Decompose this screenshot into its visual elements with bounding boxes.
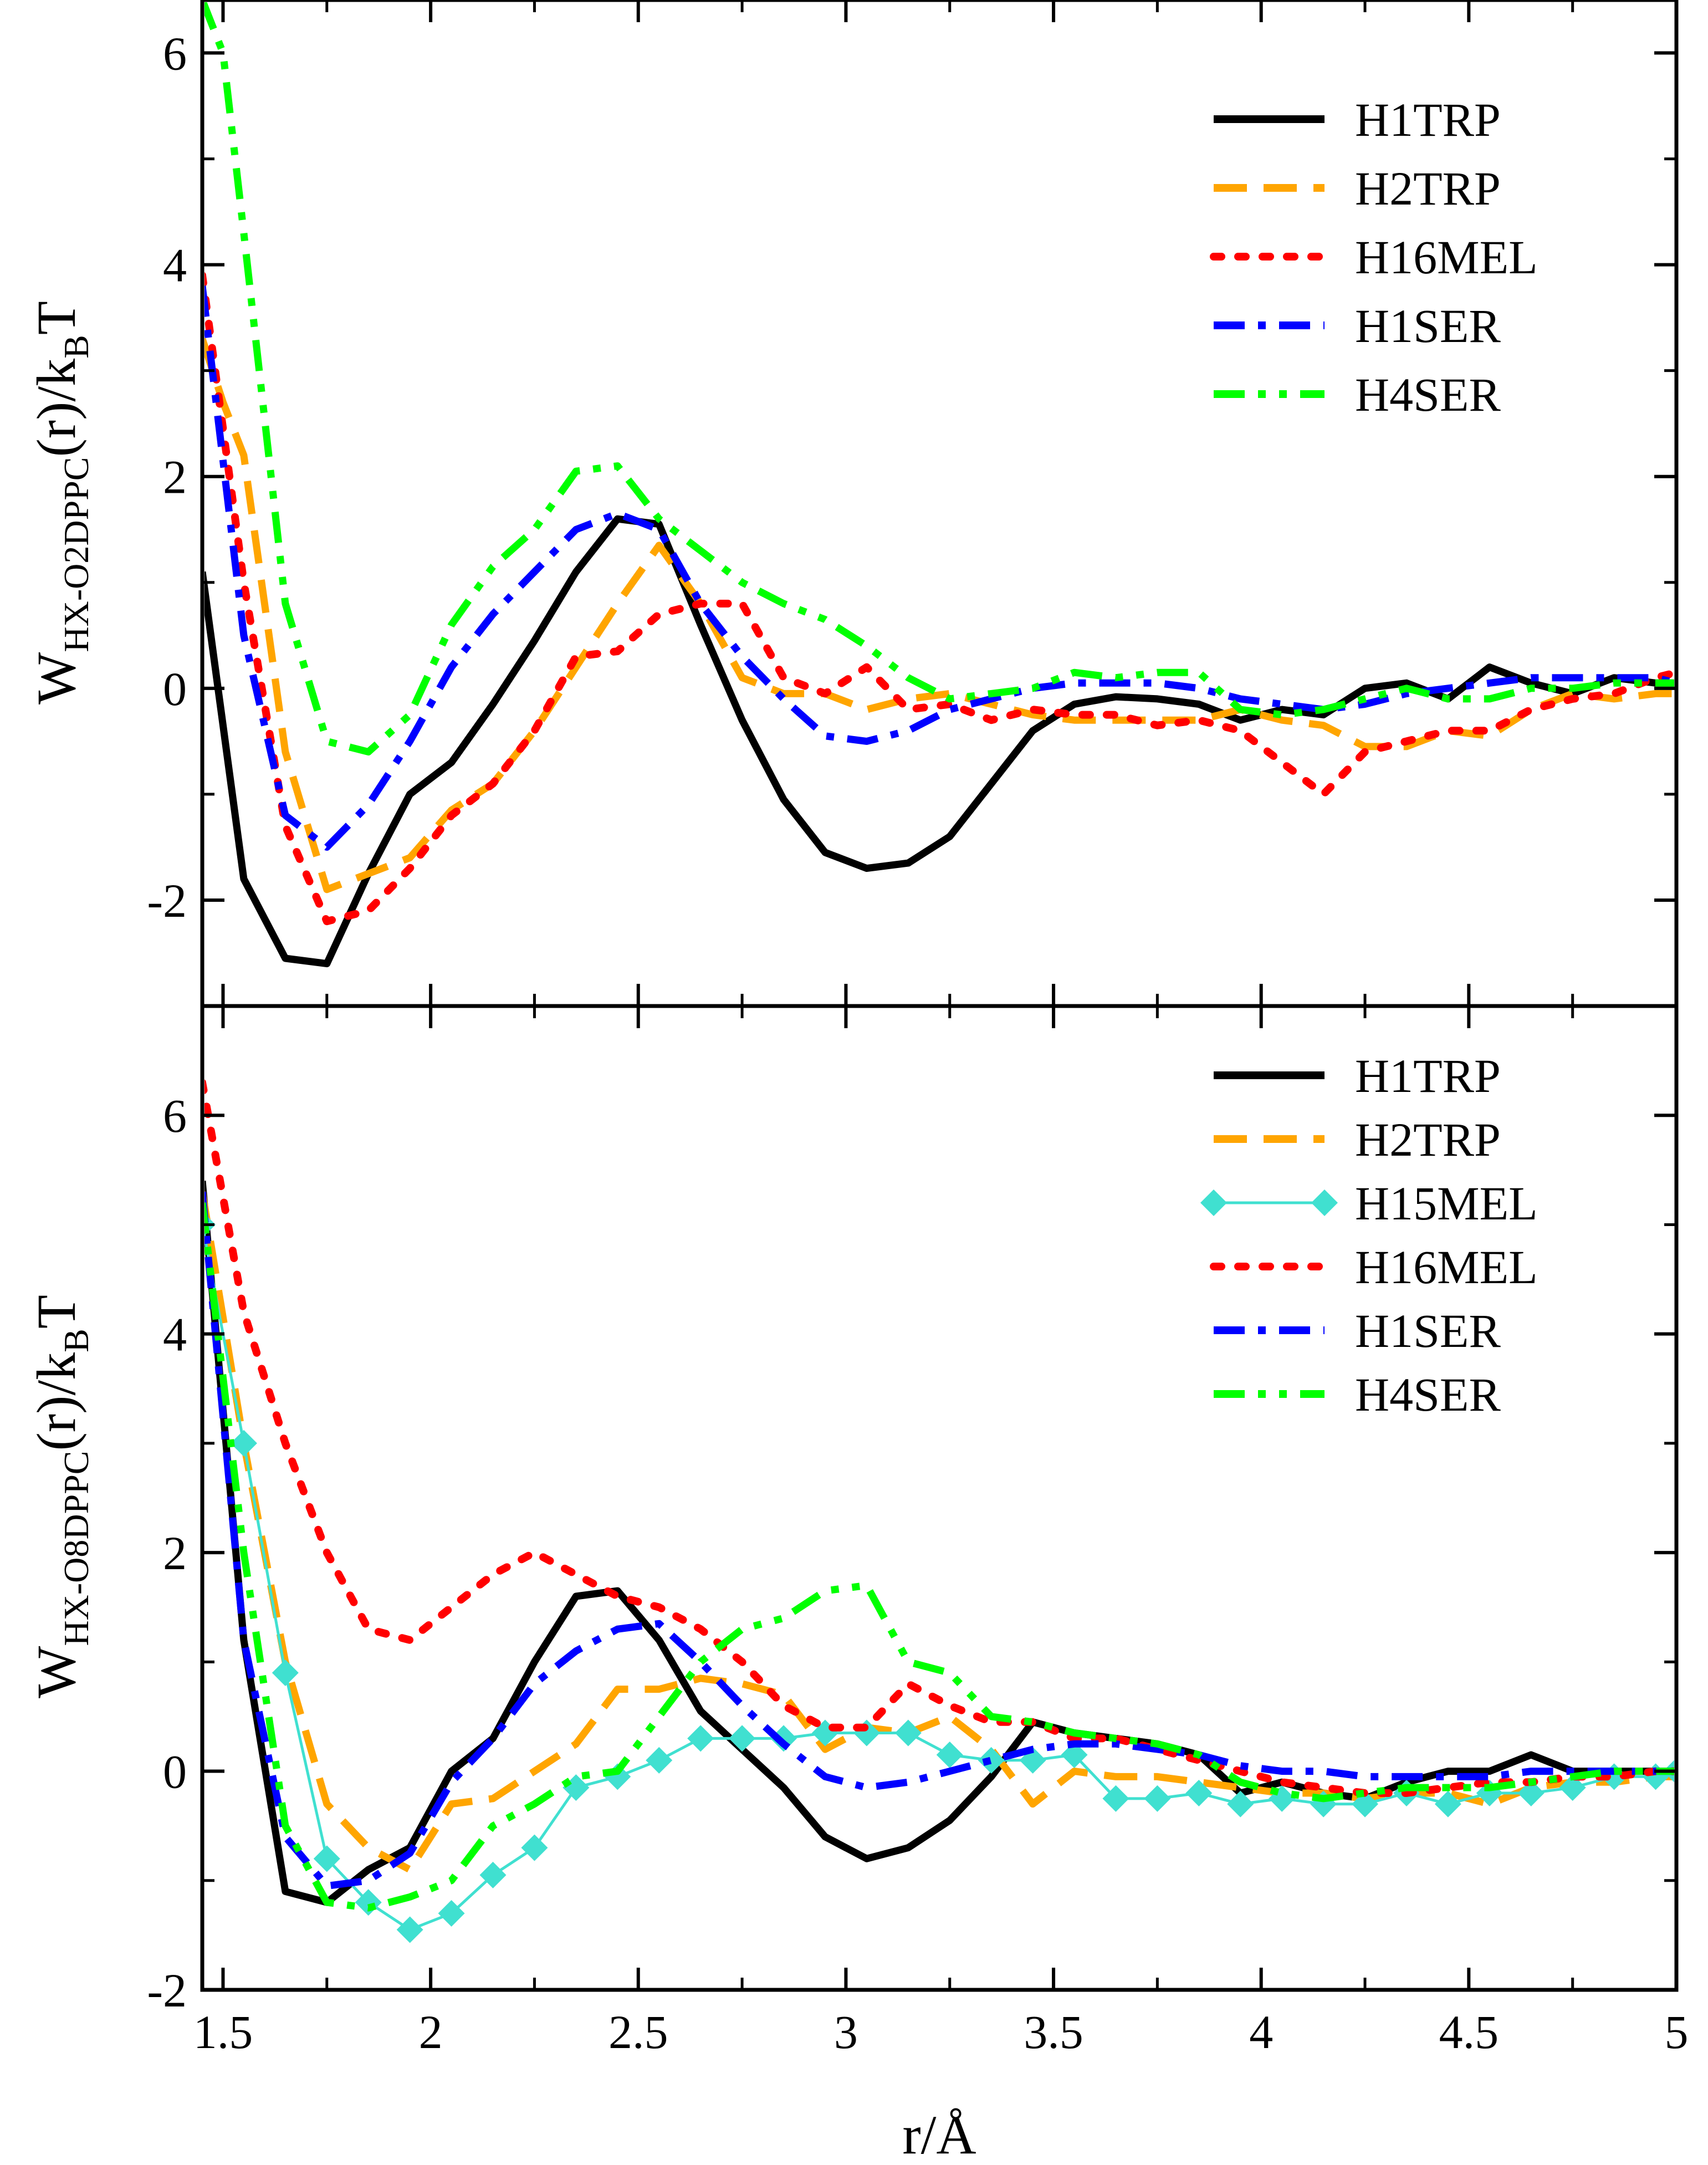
bottom-point-h15mel xyxy=(396,1916,423,1943)
top-plot-area xyxy=(204,2,1674,968)
bottom-series-h1ser xyxy=(204,1191,1674,1890)
bottom-point-h15mel xyxy=(1061,1741,1088,1768)
top-y-axis-title: WHX-O2DPPC(r)/kBT xyxy=(25,301,96,704)
x-tick-label: 3 xyxy=(834,2005,858,2059)
bottom-y-tick-label: 6 xyxy=(163,1089,187,1142)
bottom-plot-area xyxy=(204,1079,1674,1943)
legend-label-h1trp: H1TRP xyxy=(1355,1049,1501,1102)
legend-label-h16mel: H16MEL xyxy=(1355,1240,1538,1294)
bottom-series-h1trp xyxy=(204,1181,1674,1906)
top-y-tick-label: -2 xyxy=(147,874,187,927)
x-tick-label: 5 xyxy=(1665,2005,1689,2059)
x-tick-label: 4.5 xyxy=(1439,2005,1499,2059)
bottom-series-h2trp xyxy=(204,1191,1674,1873)
top-legend: H1TRP H2TRP H16MEL H1SER H4SER xyxy=(1210,93,1538,421)
top-panel: -2 0 2 4 6 WHX-O2DPPC(r)/kBT H1TRP H2TRP H16ME… xyxy=(25,0,1679,1008)
bottom-point-h15mel xyxy=(1559,1774,1586,1801)
x-axis-title: r/Å xyxy=(902,2104,976,2165)
bottom-point-h15mel xyxy=(894,1719,922,1747)
x-tick-label: 1.5 xyxy=(193,2005,253,2059)
bottom-x-axis: 1.5 2 2.5 3 3.5 4 4.5 5 xyxy=(193,1006,1689,2059)
bottom-y-axis-title: WHX-O8DPPC(r)/kBT xyxy=(25,1295,96,1698)
top-y-tick-label: 2 xyxy=(163,451,187,504)
top-y-tick-label: 4 xyxy=(163,239,187,292)
bottom-point-h15mel xyxy=(978,1747,1005,1774)
x-tick-label: 2.5 xyxy=(608,2005,668,2059)
legend-label-h1trp: H1TRP xyxy=(1355,93,1501,146)
bottom-point-h15mel xyxy=(1102,1785,1129,1812)
bottom-point-h15mel xyxy=(1227,1790,1254,1817)
x-tick-label: 4 xyxy=(1249,2005,1273,2059)
bottom-y-tick-label: 0 xyxy=(163,1745,187,1799)
bottom-point-h15mel xyxy=(1434,1790,1461,1817)
legend-marker-h15mel xyxy=(1311,1189,1338,1216)
bottom-point-h15mel xyxy=(729,1725,756,1752)
bottom-legend: H1TRP H2TRP H15MEL H16MEL H1SER H4SER xyxy=(1200,1049,1538,1421)
bottom-point-h15mel xyxy=(1185,1780,1213,1806)
bottom-point-h15mel xyxy=(479,1861,507,1888)
top-series-h16mel xyxy=(204,272,1674,926)
bottom-y-axis: -2 0 2 4 6 xyxy=(147,1004,1676,2017)
bottom-point-h15mel xyxy=(687,1725,714,1752)
bottom-y-tick-label: 2 xyxy=(163,1526,187,1580)
bottom-y-tick-label: -2 xyxy=(147,1964,187,2017)
x-tick-label: 2 xyxy=(419,2005,443,2059)
legend-label-h2trp: H2TRP xyxy=(1355,162,1501,215)
top-series-h4ser xyxy=(204,2,1674,755)
bottom-point-h15mel xyxy=(272,1660,299,1687)
legend-label-h2trp: H2TRP xyxy=(1355,1113,1501,1166)
legend-label-h1ser: H1SER xyxy=(1355,1304,1501,1357)
legend-label-h16mel: H16MEL xyxy=(1355,231,1538,284)
top-y-tick-label: 0 xyxy=(163,662,187,716)
bottom-point-h15mel xyxy=(230,1429,257,1457)
legend-label-h4ser: H4SER xyxy=(1355,368,1501,421)
bottom-point-h15mel xyxy=(936,1741,963,1768)
bottom-panel: -2 0 2 4 6 1.5 2 2.5 3 3.5 4 4.5 5 WHX-O8DPPC(r)/kB… xyxy=(25,1004,1689,2165)
bottom-point-h15mel xyxy=(770,1725,797,1752)
legend-marker-h15mel xyxy=(1200,1189,1227,1216)
x-tick-label: 3.5 xyxy=(1024,2005,1083,2059)
bottom-point-h15mel xyxy=(1517,1780,1545,1806)
top-series-h2trp xyxy=(204,338,1674,893)
top-series-h1ser xyxy=(204,285,1674,851)
bottom-panel-frame xyxy=(200,1004,1679,1992)
legend-label-h4ser: H4SER xyxy=(1355,1368,1501,1421)
bottom-y-tick-label: 4 xyxy=(163,1308,187,1361)
top-y-tick-label: 6 xyxy=(163,27,187,80)
bottom-point-h15mel xyxy=(521,1834,548,1861)
bottom-point-h15mel xyxy=(646,1747,673,1774)
bottom-series-h4ser xyxy=(204,1202,1674,1912)
legend-label-h1ser: H1SER xyxy=(1355,299,1501,353)
bottom-point-h15mel xyxy=(313,1845,340,1872)
bottom-point-h15mel xyxy=(438,1900,465,1927)
legend-label-h15mel: H15MEL xyxy=(1355,1177,1538,1230)
top-y-axis: -2 0 2 4 6 xyxy=(147,0,1678,1008)
bottom-point-h15mel xyxy=(1144,1785,1171,1812)
